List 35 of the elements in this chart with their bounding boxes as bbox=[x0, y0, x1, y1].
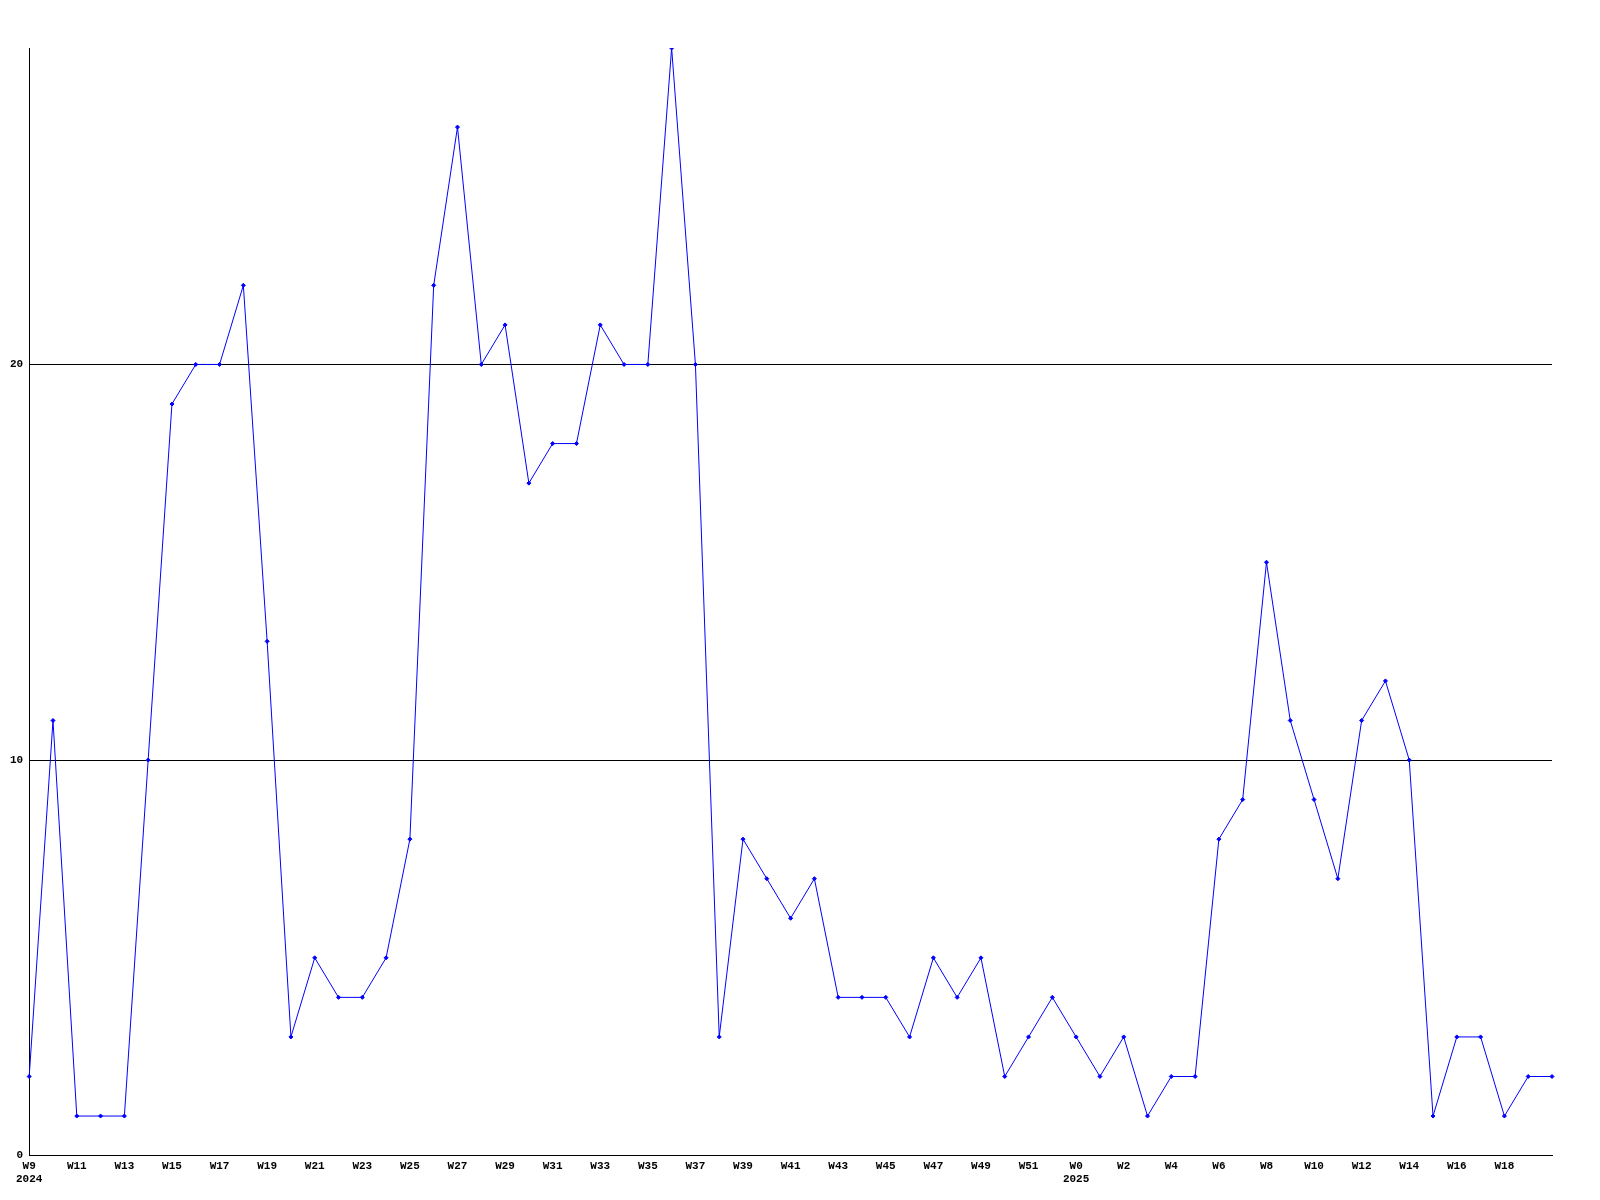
x-tick-label: W6 bbox=[1212, 1159, 1226, 1172]
x-tick-label: W47 bbox=[923, 1159, 944, 1172]
x-tick-label: W25 bbox=[400, 1159, 421, 1172]
x-tick-label: W19 bbox=[257, 1159, 278, 1172]
x-tick-label: W17 bbox=[209, 1159, 230, 1172]
x-tick-label: W14 bbox=[1399, 1159, 1420, 1172]
x-tick-label: W2 bbox=[1117, 1159, 1131, 1172]
x-tick-label: W51 bbox=[1018, 1159, 1039, 1172]
x-tick-label: W43 bbox=[828, 1159, 849, 1172]
x-tick-label: W23 bbox=[352, 1159, 373, 1172]
x-tick-label: W27 bbox=[447, 1159, 468, 1172]
x-tick-label: W10 bbox=[1304, 1159, 1324, 1172]
x-tick-label: W49 bbox=[971, 1159, 991, 1172]
x-tick-label: W0 2025 bbox=[1062, 1159, 1090, 1186]
x-tick-label: W12 bbox=[1351, 1159, 1372, 1172]
y-tick-label: 0 bbox=[16, 1149, 24, 1162]
x-tick-label: W41 bbox=[780, 1159, 801, 1172]
x-tick-label: W33 bbox=[590, 1159, 611, 1172]
y-tick-label: 20 bbox=[10, 358, 24, 371]
x-tick-label: W4 bbox=[1164, 1159, 1179, 1172]
x-tick-label: W45 bbox=[875, 1159, 897, 1172]
x-tick-label: W16 bbox=[1446, 1159, 1467, 1172]
x-tick-label: W8 bbox=[1259, 1159, 1274, 1172]
x-tick-label: W29 bbox=[495, 1159, 515, 1172]
x-tick-label: W9 2024 bbox=[16, 1159, 43, 1186]
x-tick-label: W21 bbox=[304, 1159, 326, 1172]
y-tick-label: 10 bbox=[10, 753, 24, 766]
x-tick-label: W39 bbox=[733, 1159, 753, 1172]
x-tick-label: W15 bbox=[162, 1159, 183, 1172]
x-tick-label: W35 bbox=[637, 1159, 659, 1172]
x-tick-label: W13 bbox=[114, 1159, 135, 1172]
x-tick-label: W37 bbox=[685, 1159, 706, 1172]
x-tick-label: W11 bbox=[66, 1159, 88, 1172]
x-tick-label: W18 bbox=[1494, 1159, 1515, 1172]
x-tick-label: W31 bbox=[542, 1159, 563, 1172]
